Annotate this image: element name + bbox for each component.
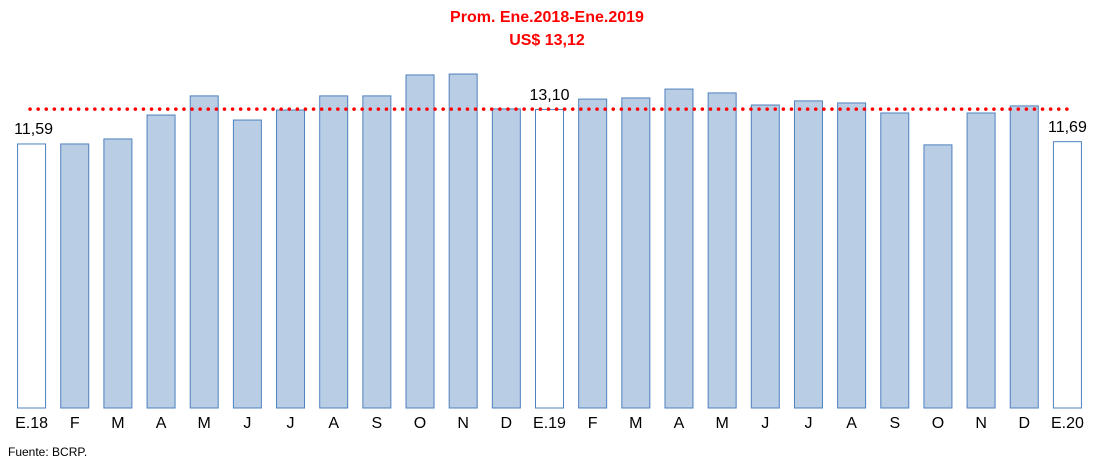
x-tick-label: D (501, 415, 513, 432)
bar (966, 112, 996, 409)
x-tick-label: F (70, 415, 80, 432)
x-tick-label: J (761, 415, 769, 432)
bar (362, 95, 392, 409)
bar (1009, 105, 1039, 409)
x-tick-label: O (932, 415, 944, 432)
bar (60, 143, 90, 409)
x-tick-label: F (588, 415, 598, 432)
x-tick-label: J (287, 415, 295, 432)
x-tick-label: A (846, 415, 857, 432)
x-tick-label: A (674, 415, 685, 432)
x-tick-label: E.18 (15, 415, 48, 432)
value-label: 11,59 (14, 121, 53, 138)
bar (793, 100, 823, 409)
bar (1052, 141, 1082, 409)
bar (535, 109, 564, 409)
reference-label: US$ 13,12 (509, 32, 585, 49)
bar (232, 119, 262, 409)
x-tick-label: J (243, 415, 251, 432)
x-tick-label: E.19 (533, 415, 566, 432)
bar (189, 95, 219, 409)
bar (276, 109, 306, 409)
bar (405, 74, 435, 409)
bar (103, 138, 133, 409)
bar (448, 73, 478, 409)
bar (750, 104, 780, 409)
x-tick-label: M (111, 415, 124, 432)
x-tick-label: S (372, 415, 383, 432)
x-tick-label: M (715, 415, 728, 432)
x-tick-label: M (198, 415, 211, 432)
bar (621, 97, 651, 409)
bar (146, 114, 176, 409)
source: Fuente: BCRP. (8, 445, 87, 459)
value-label: 11,69 (1048, 119, 1087, 136)
x-tick-label: A (156, 415, 167, 432)
x-tick-label: E.20 (1051, 415, 1084, 432)
chart-title: Prom. Ene.2018-Ene.2019 (450, 9, 644, 26)
value-label: 13,10 (529, 87, 569, 104)
x-tick-label: N (975, 415, 987, 432)
bar (880, 112, 910, 409)
bar (923, 144, 953, 409)
x-tick-label: J (804, 415, 812, 432)
bar (491, 108, 521, 409)
bar (17, 143, 47, 409)
bar (578, 98, 608, 409)
x-tick-label: N (457, 415, 469, 432)
x-tick-label: M (629, 415, 642, 432)
bar (319, 95, 349, 409)
x-tick-label: A (328, 415, 339, 432)
x-tick-label: O (414, 415, 426, 432)
x-tick-label: D (1018, 415, 1030, 432)
x-tick-label: S (889, 415, 900, 432)
bar (837, 102, 867, 409)
bar (707, 92, 737, 409)
bar (664, 88, 694, 409)
